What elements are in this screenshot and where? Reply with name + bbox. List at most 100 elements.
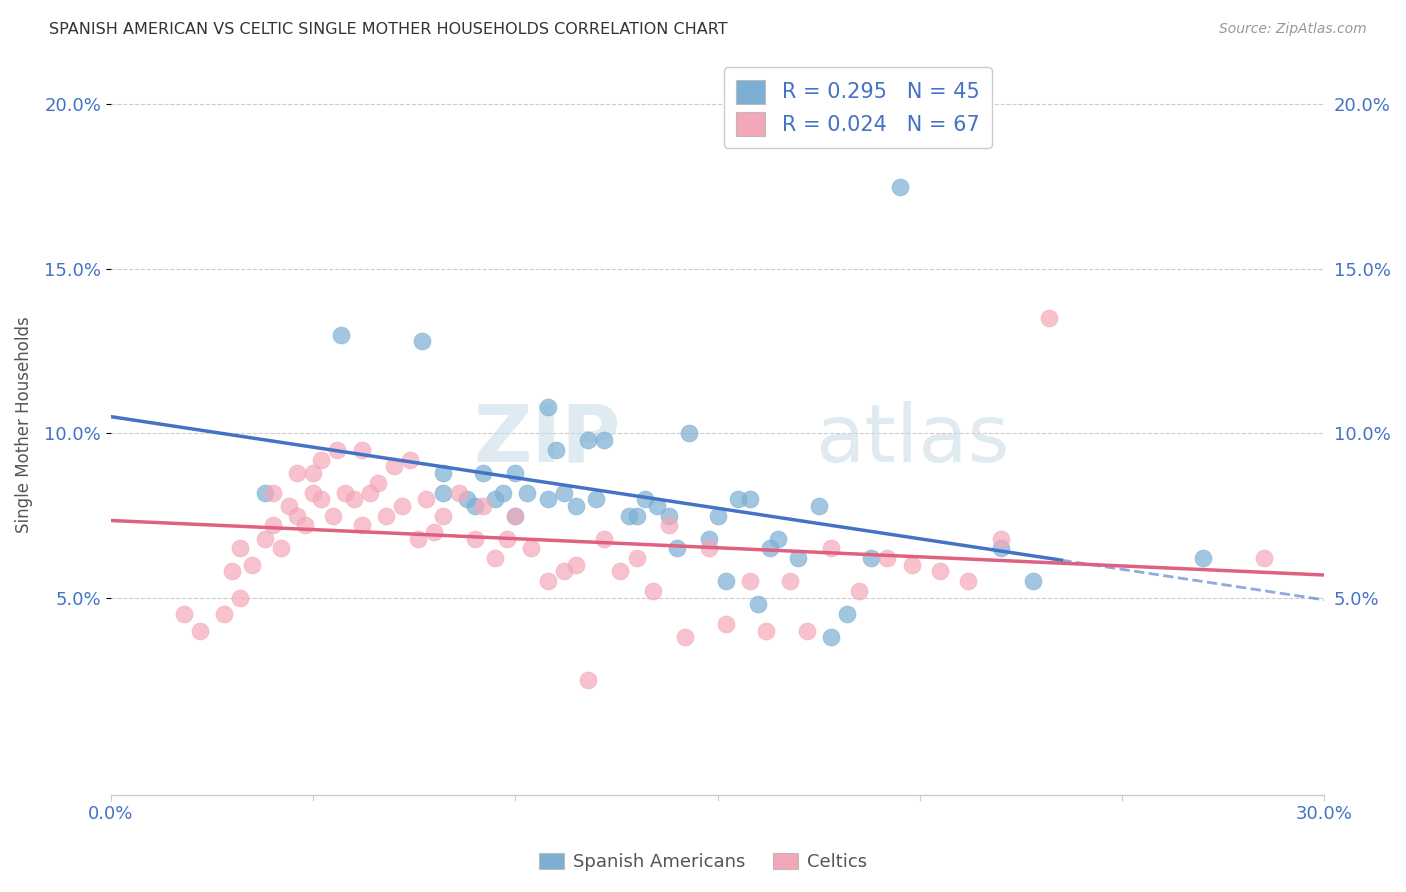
Point <box>747 597 769 611</box>
Point <box>399 452 422 467</box>
Point <box>626 551 648 566</box>
Point <box>492 485 515 500</box>
Point <box>727 492 749 507</box>
Point <box>900 558 922 572</box>
Point <box>759 541 782 556</box>
Point <box>270 541 292 556</box>
Point <box>658 518 681 533</box>
Point <box>221 565 243 579</box>
Point <box>505 508 527 523</box>
Point <box>860 551 883 566</box>
Point <box>302 466 325 480</box>
Point <box>253 532 276 546</box>
Point <box>990 541 1012 556</box>
Text: ZIP: ZIP <box>474 401 620 479</box>
Point <box>342 492 364 507</box>
Point <box>484 492 506 507</box>
Point <box>1253 551 1275 566</box>
Point <box>1038 311 1060 326</box>
Point <box>990 532 1012 546</box>
Point <box>787 551 810 566</box>
Point <box>350 518 373 533</box>
Text: SPANISH AMERICAN VS CELTIC SINGLE MOTHER HOUSEHOLDS CORRELATION CHART: SPANISH AMERICAN VS CELTIC SINGLE MOTHER… <box>49 22 728 37</box>
Point <box>553 485 575 500</box>
Point <box>714 574 737 589</box>
Point <box>253 485 276 500</box>
Point <box>537 492 560 507</box>
Point <box>326 442 349 457</box>
Point <box>277 499 299 513</box>
Point <box>626 508 648 523</box>
Point <box>706 508 728 523</box>
Point <box>285 466 308 480</box>
Y-axis label: Single Mother Households: Single Mother Households <box>15 317 32 533</box>
Point <box>423 524 446 539</box>
Point <box>658 508 681 523</box>
Point <box>929 565 952 579</box>
Point <box>505 466 527 480</box>
Point <box>779 574 801 589</box>
Point <box>374 508 396 523</box>
Point <box>641 584 664 599</box>
Point <box>544 442 567 457</box>
Point <box>835 607 858 622</box>
Point <box>415 492 437 507</box>
Legend: R = 0.295   N = 45, R = 0.024   N = 67: R = 0.295 N = 45, R = 0.024 N = 67 <box>724 67 993 148</box>
Point <box>229 541 252 556</box>
Point <box>496 532 519 546</box>
Point <box>350 442 373 457</box>
Point <box>464 532 486 546</box>
Point <box>796 624 818 638</box>
Point <box>848 584 870 599</box>
Text: Source: ZipAtlas.com: Source: ZipAtlas.com <box>1219 22 1367 37</box>
Point <box>699 541 721 556</box>
Point <box>738 492 761 507</box>
Point <box>359 485 381 500</box>
Point <box>593 532 616 546</box>
Point <box>294 518 316 533</box>
Point <box>617 508 640 523</box>
Text: atlas: atlas <box>814 401 1010 479</box>
Point <box>411 334 433 349</box>
Legend: Spanish Americans, Celtics: Spanish Americans, Celtics <box>531 846 875 879</box>
Point <box>262 518 284 533</box>
Point <box>553 565 575 579</box>
Point <box>593 433 616 447</box>
Point <box>464 499 486 513</box>
Point <box>807 499 830 513</box>
Point <box>516 485 538 500</box>
Point <box>505 508 527 523</box>
Point <box>432 508 454 523</box>
Point <box>755 624 778 638</box>
Point <box>335 485 357 500</box>
Point <box>565 499 588 513</box>
Point <box>634 492 657 507</box>
Point <box>432 485 454 500</box>
Point <box>322 508 344 523</box>
Point <box>1022 574 1045 589</box>
Point <box>471 466 494 480</box>
Point <box>229 591 252 605</box>
Point <box>406 532 429 546</box>
Point <box>768 532 790 546</box>
Point <box>678 426 700 441</box>
Point <box>471 499 494 513</box>
Point <box>188 624 211 638</box>
Point <box>382 459 405 474</box>
Point <box>242 558 264 572</box>
Point <box>173 607 195 622</box>
Point <box>738 574 761 589</box>
Point <box>645 499 668 513</box>
Point <box>673 630 696 644</box>
Point <box>565 558 588 572</box>
Point <box>537 400 560 414</box>
Point <box>432 466 454 480</box>
Point <box>262 485 284 500</box>
Point <box>714 617 737 632</box>
Point <box>666 541 689 556</box>
Point <box>585 492 607 507</box>
Point <box>699 532 721 546</box>
Point <box>447 485 470 500</box>
Point <box>609 565 631 579</box>
Point <box>820 541 842 556</box>
